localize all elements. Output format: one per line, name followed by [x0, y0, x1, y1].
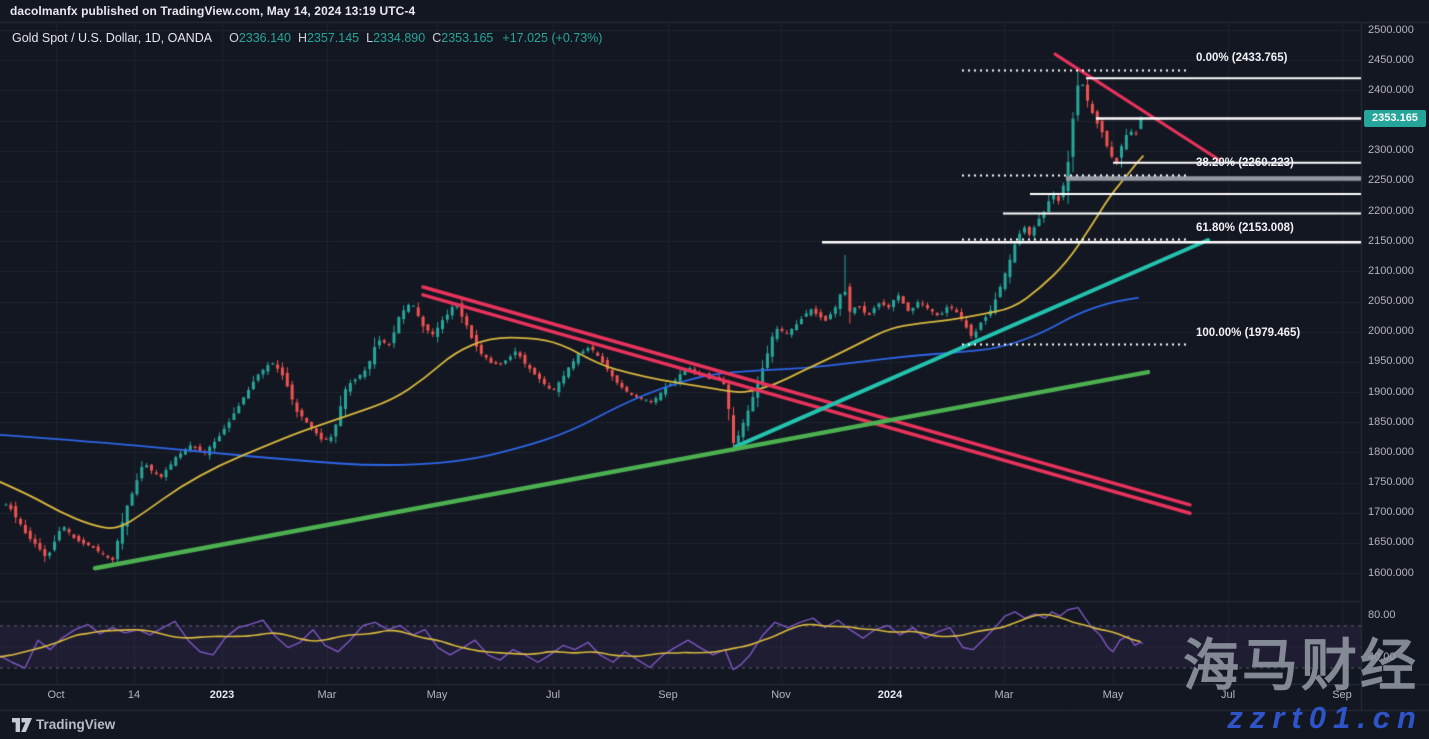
symbol-title[interactable]: Gold Spot / U.S. Dollar, 1D, OANDA: [12, 31, 213, 45]
time-axis-label: Sep: [1332, 689, 1352, 701]
time-axis-label: Nov: [771, 689, 791, 701]
price-axis-label: 1900.000: [1368, 385, 1414, 398]
fib-level-label: 100.00% (1979.465): [1196, 326, 1301, 339]
watermark-cjk: 海马财经: [1183, 634, 1419, 697]
price-axis-label: 1600.000: [1368, 566, 1414, 579]
ohlc-letter: O: [229, 31, 239, 45]
rsi-axis-label: 80.00: [1368, 608, 1396, 621]
ohlc-letter: H: [297, 31, 307, 45]
tradingview-brand-label[interactable]: TradingView: [36, 717, 116, 732]
time-axis-label: Mar: [994, 689, 1014, 701]
current-price-badge: 2353.165: [1364, 110, 1426, 128]
tradingview-logo-icon[interactable]: [12, 718, 32, 733]
time-axis-label: Jul: [545, 689, 561, 701]
time-axis-label: Jul: [1220, 689, 1236, 701]
time-axis-label: 2024: [877, 689, 903, 701]
price-axis-label: 1850.000: [1368, 415, 1414, 428]
publish-text: dacolmanfx published on TradingView.com,…: [10, 4, 416, 18]
time-axis-label: Oct: [47, 689, 65, 701]
price-axis-label: 2000.000: [1368, 325, 1414, 338]
price-axis-label: 1650.000: [1368, 536, 1414, 549]
price-axis-label: 2250.000: [1368, 174, 1414, 187]
price-axis-label: 2200.000: [1368, 204, 1414, 217]
ohlc-value: 2357.145: [306, 31, 360, 45]
time-axis-label: Sep: [658, 689, 678, 701]
fib-level-label: 61.80% (2153.008): [1196, 221, 1294, 234]
price-axis-label: 1950.000: [1368, 355, 1414, 368]
footer-bar: TradingView: [0, 710, 1429, 739]
ohlc-values: O2336.140 H2357.145 L2334.890 C2353.165: [222, 31, 493, 45]
ohlc-value: 2336.140: [238, 31, 291, 45]
fib-level-label: 38.20% (2260.223): [1196, 157, 1294, 170]
time-axis-label: May: [426, 689, 448, 701]
price-axis-label: 2150.000: [1368, 234, 1414, 247]
fib-level-label: 0.00% (2433.765): [1196, 52, 1288, 65]
price-axis-label: 1800.000: [1368, 445, 1414, 458]
rsi-axis-label: 40.00: [1368, 650, 1396, 663]
ohlc-letter: C: [432, 31, 442, 45]
watermark-url: zzrt01.cn: [1227, 700, 1423, 735]
time-axis-label: 2023: [209, 689, 235, 701]
time-axis-label: Mar: [317, 689, 337, 701]
price-axis-label: 1700.000: [1368, 506, 1414, 519]
ohlc-value: 2353.165: [441, 31, 494, 45]
time-axis-label: May: [1102, 689, 1124, 701]
price-axis-label: 2450.000: [1368, 53, 1414, 66]
publish-bar: dacolmanfx published on TradingView.com,…: [0, 0, 1429, 22]
time-axis-label: 14: [127, 689, 141, 701]
ohlc-value: 2334.890: [373, 31, 426, 45]
symbol-legend: Gold Spot / U.S. Dollar, 1D, OANDA O2336.…: [12, 31, 602, 45]
change-value: +17.025 (+0.73%): [502, 31, 603, 45]
ohlc-letter: L: [366, 31, 374, 45]
price-axis-label: 2300.000: [1368, 144, 1414, 157]
price-axis-label: 2500.000: [1368, 23, 1414, 36]
price-axis-label: 2100.000: [1368, 264, 1414, 277]
price-axis-label: 2050.000: [1368, 295, 1414, 307]
price-axis-label: 2400.000: [1368, 83, 1414, 96]
price-axis-label: 1750.000: [1368, 476, 1414, 488]
